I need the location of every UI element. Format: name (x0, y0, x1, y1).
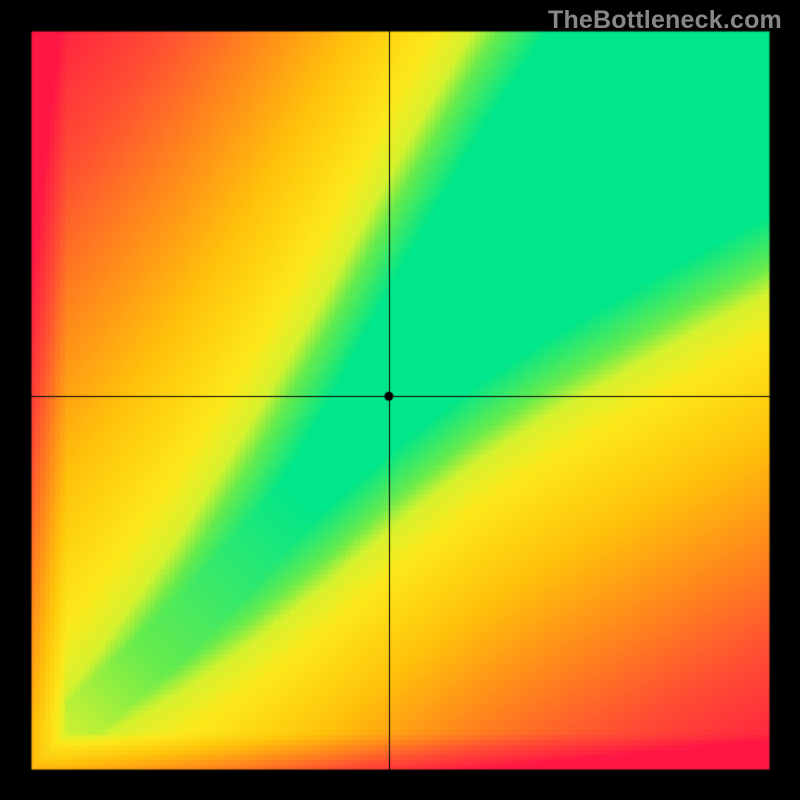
heatmap-canvas (0, 0, 800, 800)
watermark-label: TheBottleneck.com (548, 6, 782, 35)
heatmap-chart: TheBottleneck.com (0, 0, 800, 800)
